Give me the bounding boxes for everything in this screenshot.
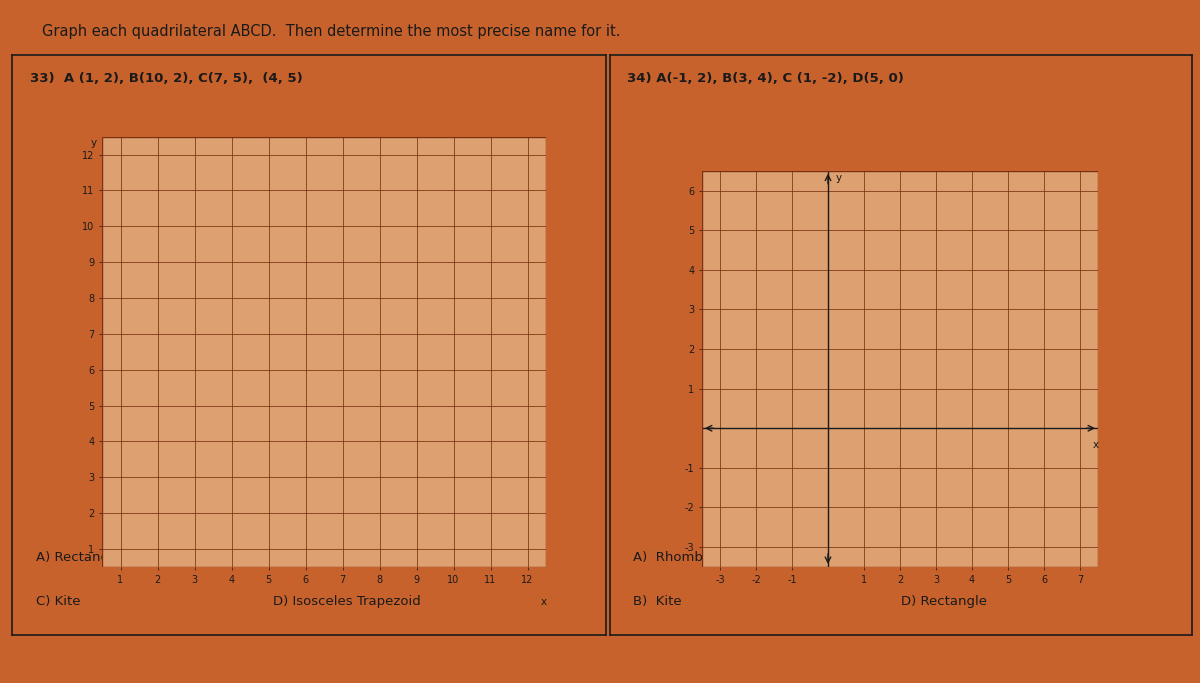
Text: D) Rectangle: D) Rectangle xyxy=(900,594,986,608)
Text: A) Rectangle: A) Rectangle xyxy=(36,551,121,564)
Text: x: x xyxy=(1093,440,1099,450)
Text: B) Parallelogram: B) Parallelogram xyxy=(274,551,384,564)
Text: y: y xyxy=(91,139,97,148)
Text: Graph each quadrilateral ABCD.  Then determine the most precise name for it.: Graph each quadrilateral ABCD. Then dete… xyxy=(42,24,620,39)
Text: A)  Rhombus: A) Rhombus xyxy=(632,551,718,564)
Text: x: x xyxy=(541,598,547,607)
Text: C) Kite: C) Kite xyxy=(36,594,80,608)
Text: y: y xyxy=(835,173,841,183)
Text: 34) A(-1, 2), B(3, 4), C (1, -2), D(5, 0): 34) A(-1, 2), B(3, 4), C (1, -2), D(5, 0… xyxy=(628,72,904,85)
Text: D) Isosceles Trapezoid: D) Isosceles Trapezoid xyxy=(274,594,421,608)
Text: 33)  A (1, 2), B(10, 2), C(7, 5),  (4, 5): 33) A (1, 2), B(10, 2), C(7, 5), (4, 5) xyxy=(30,72,302,85)
Text: B)  Kite: B) Kite xyxy=(632,594,682,608)
Text: B) Square: B) Square xyxy=(900,551,966,564)
